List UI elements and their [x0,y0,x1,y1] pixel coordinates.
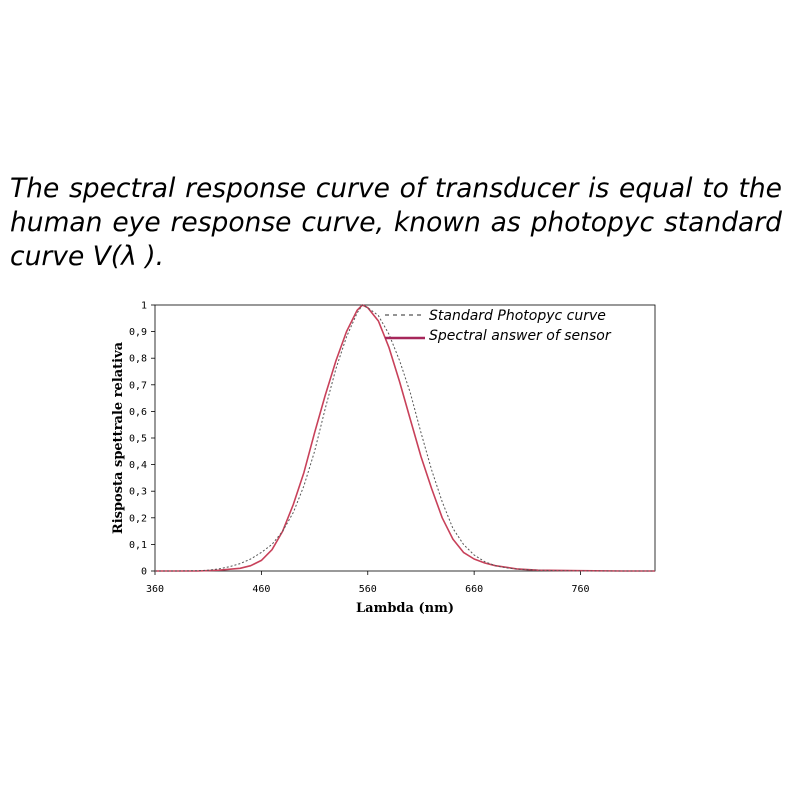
plot-area [154,304,656,572]
y-tick-label: 0,7 [129,380,147,391]
x-tick-label: 460 [252,584,270,595]
legend-label-standard: Standard Photopyc curve [429,308,606,324]
legend-label-sensor: Spectral answer of sensor [429,328,612,344]
y-tick-label: 0,4 [129,460,147,471]
y-tick-label: 0,6 [129,407,147,418]
chart: 0 0,1 0,2 0,3 0,4 0,5 0,6 0,7 0,8 0,9 1 360 460 560 6… [100,290,680,630]
x-tick-label: 560 [359,584,377,595]
x-tick-label: 360 [146,584,164,595]
y-tick-label: 1 [141,301,147,312]
y-tick-label: 0,9 [129,327,147,338]
y-ticks: 0 0,1 0,2 0,3 0,4 0,5 0,6 0,7 0,8 0,9 1 [129,301,155,578]
y-tick-label: 0,5 [129,434,147,445]
caption-line-1: The spectral response curve of transduce… [10,173,782,204]
caption-line-3: curve V(λ ). [10,241,165,272]
series-line-sensor [155,304,655,572]
chart-svg: 0 0,1 0,2 0,3 0,4 0,5 0,6 0,7 0,8 0,9 1 360 460 560 6… [111,301,656,616]
x-axis-title: Lambda (nm) [356,601,454,616]
series-line-standard-photopyc [155,304,655,572]
x-ticks: 360 460 560 660 760 [146,571,590,595]
x-tick-label: 660 [465,584,483,595]
y-tick-label: 0,1 [129,540,147,551]
caption: The spectral response curve of transduce… [10,172,782,274]
y-tick-label: 0 [141,567,147,578]
y-tick-label: 0,2 [129,513,147,524]
y-tick-label: 0,8 [129,354,147,365]
series-group [155,304,655,572]
caption-line-2: human eye response curve, known as photo… [10,207,782,238]
y-axis-title: Risposta spettrale relativa [111,341,126,534]
x-tick-label: 760 [572,584,590,595]
y-tick-label: 0,3 [129,487,147,498]
legend: Standard Photopyc curve Spectral answer … [385,308,612,344]
